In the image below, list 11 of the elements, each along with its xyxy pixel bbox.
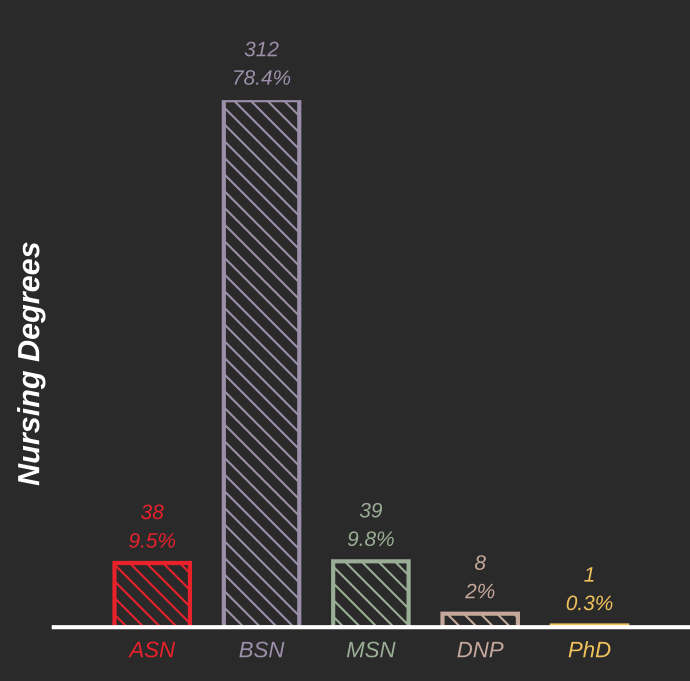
x-tick-label: DNP <box>457 642 504 658</box>
data-label: 1 0.3% <box>566 567 612 610</box>
data-label: 8 2% <box>465 555 494 598</box>
x-tick-label: BSN <box>239 642 284 658</box>
x-tick-label: MSN <box>346 642 396 658</box>
x-tick-label: ASN <box>128 642 176 658</box>
x-tick-label: PhD <box>568 641 610 658</box>
y-axis-title: Nursing Degrees <box>17 242 46 486</box>
data-label: 312 78.4% <box>234 42 290 85</box>
data-label: 38 9.5% <box>129 504 176 548</box>
data-label: 39 9.8% <box>348 502 394 546</box>
